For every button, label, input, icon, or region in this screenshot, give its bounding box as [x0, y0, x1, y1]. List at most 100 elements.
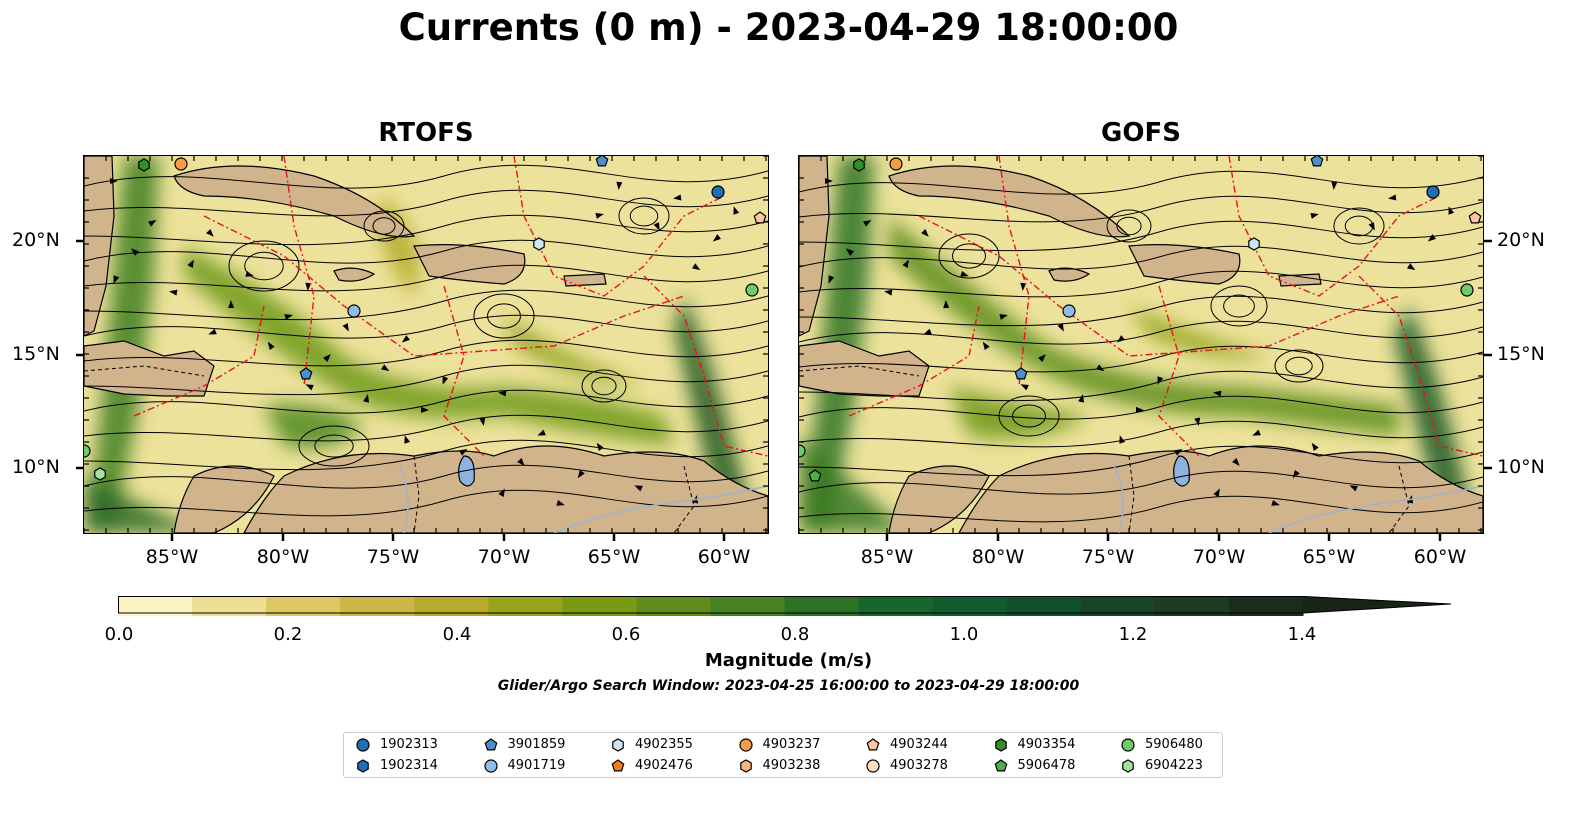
legend-label: 5906478	[1017, 758, 1076, 773]
colorbar-segment	[932, 596, 1008, 616]
legend-label: 4901719	[507, 758, 566, 773]
streamline-arrows	[110, 178, 740, 506]
speed-field	[799, 156, 1474, 533]
pentagon-marker-icon	[484, 737, 497, 750]
legend-label: 6904223	[1145, 758, 1203, 773]
colorbar-segment	[118, 596, 193, 616]
colorbar-label: Magnitude (m/s)	[704, 650, 873, 671]
lon-label-85w: 85°W	[145, 546, 199, 568]
maracaibo-lake	[1173, 455, 1190, 487]
legend-label: 4903237	[762, 737, 821, 752]
jamaica-land	[1048, 267, 1091, 282]
lon-label-75w-gofs: 75°W	[1081, 546, 1135, 568]
map-canvas	[84, 156, 768, 533]
legend-marker	[994, 737, 1007, 752]
colorbar-segment	[266, 596, 341, 616]
land-masses	[799, 156, 1483, 533]
float-marker	[138, 158, 150, 172]
colorbar-tick: 0.2	[273, 624, 303, 645]
float-marker	[889, 157, 903, 171]
legend-marker	[866, 758, 880, 773]
colorbar-segment	[1154, 596, 1230, 616]
jamaica-land	[333, 267, 376, 282]
rivers	[1113, 465, 1483, 533]
float-markers	[84, 156, 767, 481]
legend-marker	[1121, 737, 1135, 752]
float-marker	[299, 367, 313, 380]
float-marker	[745, 283, 759, 297]
figure-title: Currents (0 m) - 2023-04-29 18:00:00	[398, 6, 1179, 49]
lon-label-65w-gofs: 65°W	[1302, 546, 1356, 568]
hexagon-marker-icon	[739, 758, 752, 773]
colorbar-tick: 1.2	[1118, 624, 1148, 645]
circle-marker-icon	[738, 737, 753, 752]
legend-marker	[738, 737, 753, 752]
legend-label: 4903354	[1017, 737, 1076, 752]
hexagon-marker-icon	[994, 737, 1007, 752]
axis-ticks	[84, 156, 768, 533]
legend-item: 3901859	[484, 737, 565, 752]
float-marker	[711, 185, 725, 199]
lon-label-70w: 70°W	[477, 546, 531, 568]
float-marker	[1460, 283, 1474, 297]
hexagon-marker-icon	[612, 737, 624, 752]
hexagon-marker-icon	[1122, 758, 1134, 773]
honduras-land	[84, 340, 215, 397]
hexagon-marker-icon	[357, 758, 369, 773]
colorbar-segment	[562, 596, 637, 616]
lat-label-right-20n: 20°N	[1497, 229, 1545, 251]
legend-label: 4902476	[635, 758, 693, 773]
circle-marker-icon	[866, 758, 880, 773]
legend-item: 6904223	[1121, 758, 1203, 773]
streamlines	[799, 170, 1483, 523]
legend-item: 4903238	[739, 758, 821, 773]
float-marker	[853, 158, 865, 172]
legend-label: 4903278	[890, 758, 948, 773]
axis-ticks	[799, 156, 1483, 533]
lon-label-75w: 75°W	[366, 546, 420, 568]
colorbar-outline	[118, 596, 1452, 614]
eez-boundaries	[133, 156, 768, 457]
lat-label-left-20n: 20°N	[12, 229, 60, 251]
legend-label: 5906480	[1145, 737, 1203, 752]
float-marker	[1248, 237, 1260, 251]
legend-label: 4903238	[762, 758, 821, 773]
float-marker	[753, 211, 767, 224]
float-marker	[533, 237, 545, 251]
float-marker	[799, 444, 806, 458]
rivers	[398, 465, 768, 533]
float-marker	[1310, 156, 1324, 167]
colorbar-segment	[784, 596, 860, 616]
float-legend: 1902313 1902314 3901859 4901719 4902355 49024…	[343, 732, 1223, 778]
float-marker	[1426, 185, 1440, 199]
colorbar-segment	[414, 596, 489, 616]
lon-label-80w-gofs: 80°W	[971, 546, 1025, 568]
circle-marker-icon	[356, 737, 370, 752]
colorbar-segment	[1080, 596, 1156, 616]
legend-marker	[612, 737, 624, 752]
hispaniola-land	[413, 244, 526, 285]
eez-boundaries	[848, 156, 1483, 457]
float-marker	[595, 156, 609, 167]
cuba-land	[173, 165, 416, 238]
search-window-caption: Glider/Argo Search Window: 2023-04-25 16…	[497, 678, 1080, 694]
float-marker	[1062, 304, 1076, 318]
legend-label: 1902314	[380, 758, 438, 773]
legend-label: 4902355	[635, 737, 693, 752]
colorbar-tick: 0.8	[780, 624, 810, 645]
legend-marker	[483, 758, 498, 773]
float-marker	[808, 469, 822, 482]
lon-label-65w: 65°W	[587, 546, 641, 568]
country-borders	[84, 365, 695, 533]
lat-label-right-10n: 10°N	[1497, 456, 1545, 478]
cuba-land	[888, 165, 1131, 238]
lat-label-left-10n: 10°N	[12, 456, 60, 478]
panel-title-rtofs: RTOFS	[378, 118, 474, 148]
colorbar-segment	[340, 596, 415, 616]
legend-marker	[356, 737, 370, 752]
colorbar-segment	[710, 596, 786, 616]
float-marker	[94, 467, 106, 481]
legend-item: 4903278	[866, 758, 948, 773]
legend-marker	[357, 758, 369, 773]
legend-item: 5906478	[994, 758, 1076, 773]
